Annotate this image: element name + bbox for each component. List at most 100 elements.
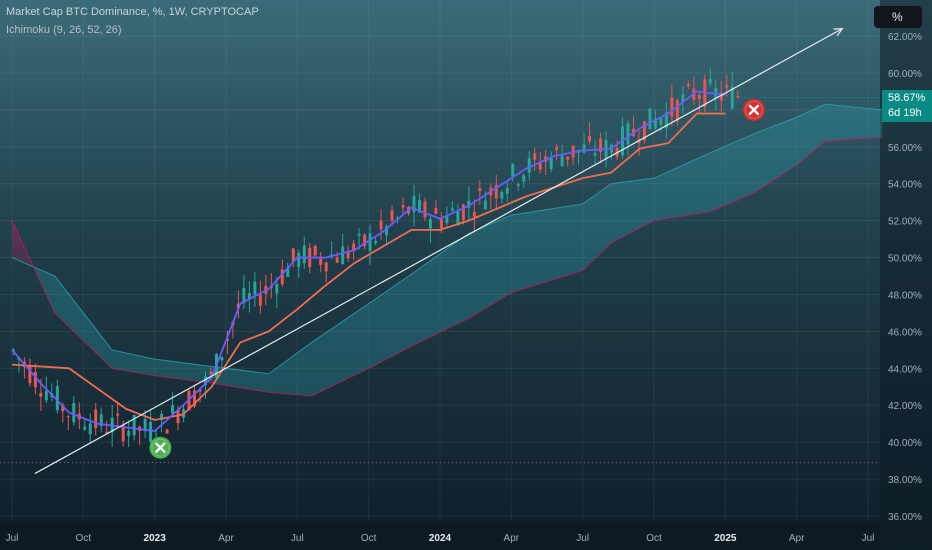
x-tick-label: Jul <box>291 533 304 544</box>
candle-body <box>697 95 701 100</box>
candle-body <box>225 338 229 341</box>
candle-body <box>445 214 449 224</box>
exit-marker-icon[interactable] <box>742 98 765 121</box>
candle-body <box>374 240 378 244</box>
candle-body <box>483 200 487 210</box>
candle-body <box>176 410 180 424</box>
candle-body <box>461 204 465 221</box>
candle-body <box>659 118 663 125</box>
x-tick-label: Oct <box>361 533 377 544</box>
y-tick-label: 62.00% <box>888 32 922 43</box>
candle-body <box>160 413 164 421</box>
x-tick-label: Jul <box>6 533 19 544</box>
candle-body <box>719 92 723 101</box>
candle-body <box>670 97 674 117</box>
y-tick-label: 46.00% <box>888 327 922 338</box>
y-tick-label: 36.00% <box>888 512 922 523</box>
x-tick-label: Apr <box>789 533 805 544</box>
candle-body <box>527 157 531 173</box>
x-axis-band <box>0 521 880 550</box>
y-tick-label: 48.00% <box>888 290 922 301</box>
candle-body <box>599 138 603 152</box>
candle-body <box>478 188 482 192</box>
candle-body <box>291 248 295 262</box>
x-tick-label: Apr <box>504 533 520 544</box>
y-tick-label: 44.00% <box>888 364 922 375</box>
candle-body <box>94 409 98 429</box>
candle-body <box>39 392 43 397</box>
candle-body <box>324 262 328 272</box>
candle-body <box>593 153 597 156</box>
x-tick-label: Jul <box>862 533 875 544</box>
candle-body <box>653 118 657 129</box>
candle-body <box>280 269 284 285</box>
candle-body <box>286 267 290 277</box>
candle-body <box>555 147 559 150</box>
candle-body <box>116 413 120 416</box>
candle-body <box>66 416 70 418</box>
candle-body <box>708 78 712 84</box>
candle-body <box>193 390 197 407</box>
candle-body <box>171 405 175 414</box>
candle-body <box>423 201 427 218</box>
candle-body <box>505 187 509 194</box>
candle-body <box>428 219 432 229</box>
y-tick-label: 42.00% <box>888 401 922 412</box>
candle-body <box>99 414 103 426</box>
candle-body <box>275 283 279 294</box>
candle-body <box>209 371 213 375</box>
marker-ring <box>744 100 763 119</box>
candle-body <box>198 389 202 392</box>
candle-body <box>648 108 652 130</box>
candle-body <box>127 430 131 437</box>
candle-body <box>242 288 246 304</box>
candle-body <box>642 121 646 141</box>
candle-body <box>203 376 207 386</box>
cloud-span-b <box>11 137 883 397</box>
candle-body <box>637 139 641 144</box>
candle-body <box>357 233 361 236</box>
candle-body <box>88 423 92 435</box>
entry-marker-icon[interactable] <box>149 436 172 459</box>
candle-body <box>220 356 224 361</box>
percent-scale-button[interactable]: % <box>874 6 922 28</box>
candle-body <box>516 184 520 187</box>
candle-body <box>681 94 685 103</box>
x-tick-label: 2023 <box>144 533 167 544</box>
trendline-arrow <box>833 27 844 37</box>
marker-ring <box>151 438 170 457</box>
y-tick-label: 50.00% <box>888 254 922 265</box>
candle-body <box>500 191 504 199</box>
x-tick-label: 2025 <box>714 533 737 544</box>
candle-body <box>396 217 400 219</box>
candle-body <box>149 421 153 442</box>
conversion-line <box>11 90 726 433</box>
candle-body <box>439 219 443 229</box>
candle-body <box>626 123 630 145</box>
candle-body <box>566 156 570 160</box>
candle-body <box>121 425 125 442</box>
candle-body <box>730 86 734 109</box>
candle-body <box>401 205 405 208</box>
candle-body <box>582 144 586 153</box>
candle-body <box>588 136 592 142</box>
bar-countdown: 6d 19h <box>888 107 922 119</box>
y-tick-label: 60.00% <box>888 69 922 80</box>
candle-body <box>319 257 323 265</box>
candle-body <box>297 252 301 267</box>
candle-body <box>83 426 87 430</box>
candle-body <box>247 292 251 300</box>
candle-body <box>61 404 65 412</box>
candle-body <box>302 245 306 264</box>
candle-body <box>368 233 372 251</box>
candle-body <box>363 234 367 247</box>
candle-body <box>335 257 339 263</box>
candle-body <box>522 175 526 182</box>
candle-body <box>379 220 383 230</box>
candle-body <box>253 281 257 295</box>
candle-body <box>105 431 109 433</box>
indicator-legend[interactable]: Ichimoku (9, 26, 52, 26) <box>6 24 122 36</box>
candle-body <box>313 245 317 256</box>
